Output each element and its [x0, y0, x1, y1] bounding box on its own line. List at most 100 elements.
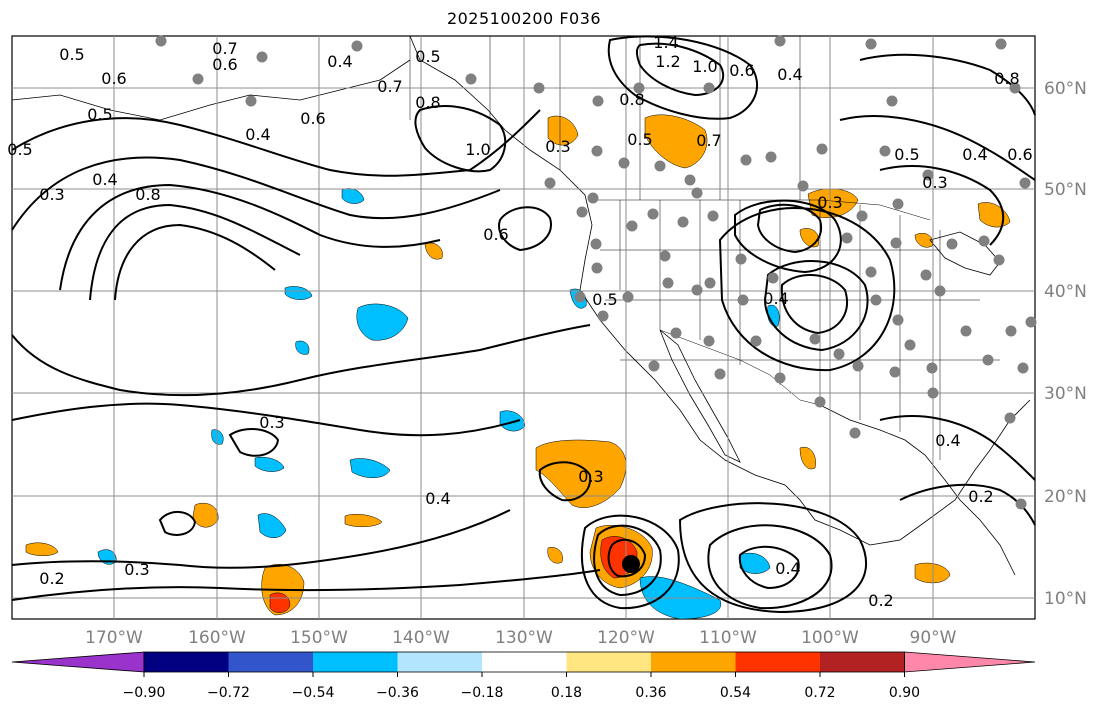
contour-line: [780, 273, 848, 335]
station-marker: [926, 362, 938, 374]
contour-label: 0.5: [7, 140, 32, 159]
station-marker: [927, 387, 939, 399]
latitude-tick-label: 60°N: [1044, 79, 1087, 99]
contour-line: [738, 545, 800, 590]
station-marker: [155, 35, 167, 47]
contour-line: [11, 402, 521, 437]
contour-label: 0.3: [817, 193, 842, 212]
station-marker: [192, 73, 204, 85]
coastlines: [11, 35, 1031, 576]
contour-label: 0.3: [124, 560, 149, 579]
contour-line: [859, 53, 1036, 116]
contour-line: [158, 511, 197, 536]
positive-shade: [914, 232, 933, 248]
colorbar-ticks: [143, 672, 905, 677]
station-marker: [995, 38, 1007, 50]
colorbar-tick-label: −0.90: [123, 685, 166, 701]
station-marker: [816, 143, 828, 155]
coastline-north-america: [409, 35, 1031, 546]
border-us-mexico: [659, 329, 821, 406]
positive-shade: [535, 439, 627, 508]
state-lines: [600, 200, 1000, 460]
graticule: [12, 36, 1035, 619]
colorbar-segment: [482, 652, 567, 672]
contour-line: [11, 156, 501, 231]
contour-label: 0.4: [775, 559, 800, 578]
longitude-tick-label: 160°W: [188, 628, 246, 648]
contour-line: [11, 117, 471, 177]
contour-label: 0.8: [994, 69, 1019, 88]
longitude-tick-label: 120°W: [597, 628, 655, 648]
contour-line: [763, 260, 869, 352]
station-marker: [622, 291, 634, 303]
colorbar-segment: [566, 652, 651, 672]
colorbar-tick-label: 0.90: [889, 685, 920, 701]
contour-label: 0.4: [935, 431, 960, 450]
contour-label: 0.5: [592, 290, 617, 309]
longitude-tick-label: 110°W: [699, 628, 757, 648]
contour-label: 0.3: [39, 185, 64, 204]
station-marker: [934, 285, 946, 297]
contour-line: [756, 203, 823, 254]
positive-shade: [799, 228, 820, 248]
colorbar-tick-label: 0.54: [720, 685, 751, 701]
station-marker: [879, 145, 891, 157]
contour-label: 0.6: [1007, 145, 1032, 164]
contour-label: 0.8: [619, 90, 644, 109]
negative-shade: [739, 552, 771, 574]
station-marker: [662, 277, 674, 289]
latitude-tick-label: 40°N: [1044, 282, 1087, 302]
station-marker: [1019, 177, 1031, 189]
contour-label: 0.3: [259, 413, 284, 432]
station-marker: [590, 238, 602, 250]
station-marker: [659, 250, 671, 262]
contour-label: 0.8: [415, 93, 440, 112]
coastline-great-lakes: [929, 231, 1001, 276]
positive-shade: [547, 547, 563, 564]
colorbar-segment: [228, 652, 313, 672]
colorbar-frame: [143, 651, 905, 673]
contour-label: 0.2: [39, 569, 64, 588]
positive-shade: [424, 242, 443, 260]
station-marker: [814, 396, 826, 408]
station-marker: [809, 333, 821, 345]
contour-label: 0.7: [696, 131, 721, 150]
colorbar-max-arrow: [904, 651, 1036, 673]
coastline-baja: [659, 329, 741, 463]
station-marker: [774, 35, 786, 47]
longitude-tick-label: 90°W: [910, 628, 957, 648]
contour-line: [607, 35, 759, 120]
contour-line: [498, 206, 552, 252]
negative-shade: [284, 286, 313, 300]
contour-label: 0.4: [777, 65, 802, 84]
coastline-alaska: [11, 59, 411, 121]
station-marker: [707, 210, 719, 222]
positive-shade: [25, 542, 59, 556]
contour-label: 0.4: [92, 170, 117, 189]
station-marker: [544, 177, 556, 189]
negative-shade: [295, 340, 310, 355]
contour-line: [59, 183, 441, 291]
station-marker: [767, 272, 779, 284]
contour-label: 0.8: [135, 185, 160, 204]
colorbar-tick-label: 0.72: [804, 685, 835, 701]
station-marker: [256, 51, 268, 63]
station-marker: [982, 354, 994, 366]
contour-label: 0.6: [300, 109, 325, 128]
contour-label: 1.2: [655, 52, 680, 71]
contour-label: 1.0: [465, 140, 490, 159]
station-marker: [592, 95, 604, 107]
station-marker: [865, 38, 877, 50]
station-marker: [704, 277, 716, 289]
longitude-tick-label: 130°W: [495, 628, 553, 648]
contour-line: [636, 42, 725, 97]
latitude-tick-label: 30°N: [1044, 384, 1087, 404]
positive-shade: [344, 514, 383, 527]
negative-shade: [254, 456, 285, 472]
station-marker: [920, 269, 932, 281]
longitude-tick-label: 170°W: [85, 628, 143, 648]
contour-line: [580, 514, 680, 610]
contour-label: 0.5: [894, 145, 919, 164]
station-marker: [737, 294, 749, 306]
